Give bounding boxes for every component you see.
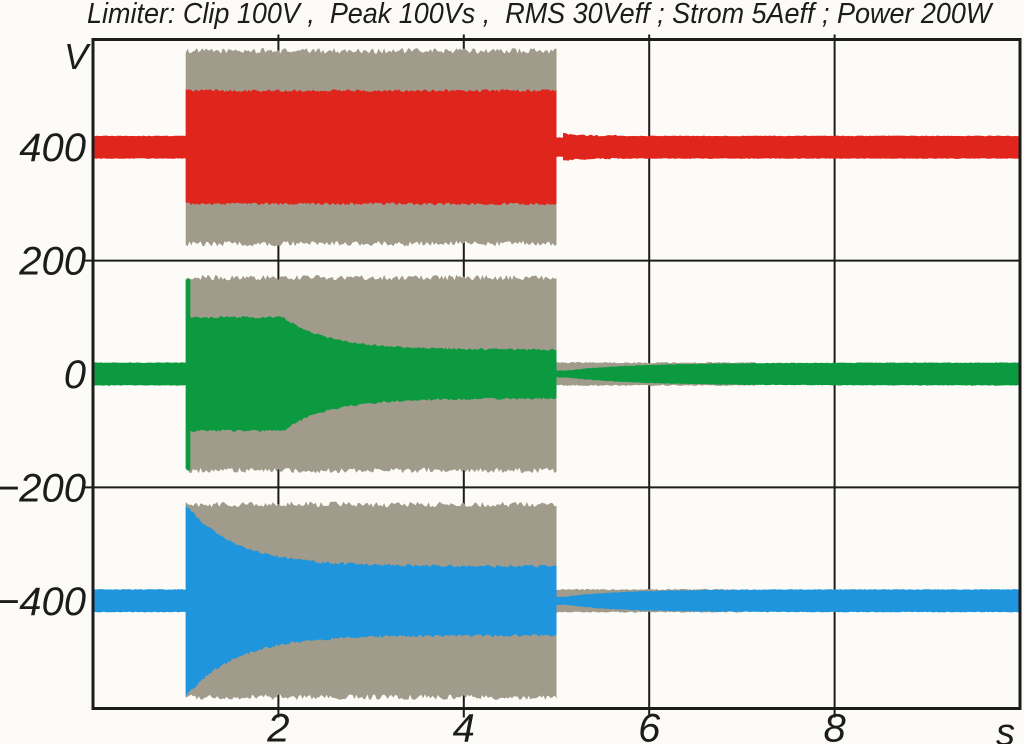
y-tick-label: 400 (19, 126, 86, 170)
y-tick-label: 0 (64, 353, 86, 397)
tick-labels: 2 4 6 8 400 200 0 −200 −400 (0, 126, 846, 744)
x-tick-label: 2 (266, 707, 289, 744)
x-axis-unit-label: s (996, 712, 1015, 744)
peak-rms-limiter-output-band (93, 278, 1020, 471)
clip-limiter-output-band (93, 89, 1020, 206)
x-tick-label: 8 (823, 707, 846, 744)
y-tick-label: 200 (18, 240, 86, 284)
y-tick-label: −200 (0, 466, 86, 510)
trace-bands (93, 48, 1020, 700)
plot-frame (91, 38, 1022, 710)
y-tick-label: −400 (0, 580, 86, 624)
current-power-limiter-output-band (93, 505, 1020, 697)
chart-title: Limiter: Clip 100V , Peak 100Vs , RMS 30… (87, 0, 992, 30)
x-tick-label: 4 (453, 707, 475, 744)
y-axis-unit-label: V (64, 36, 89, 77)
x-tick-label: 6 (638, 707, 661, 744)
